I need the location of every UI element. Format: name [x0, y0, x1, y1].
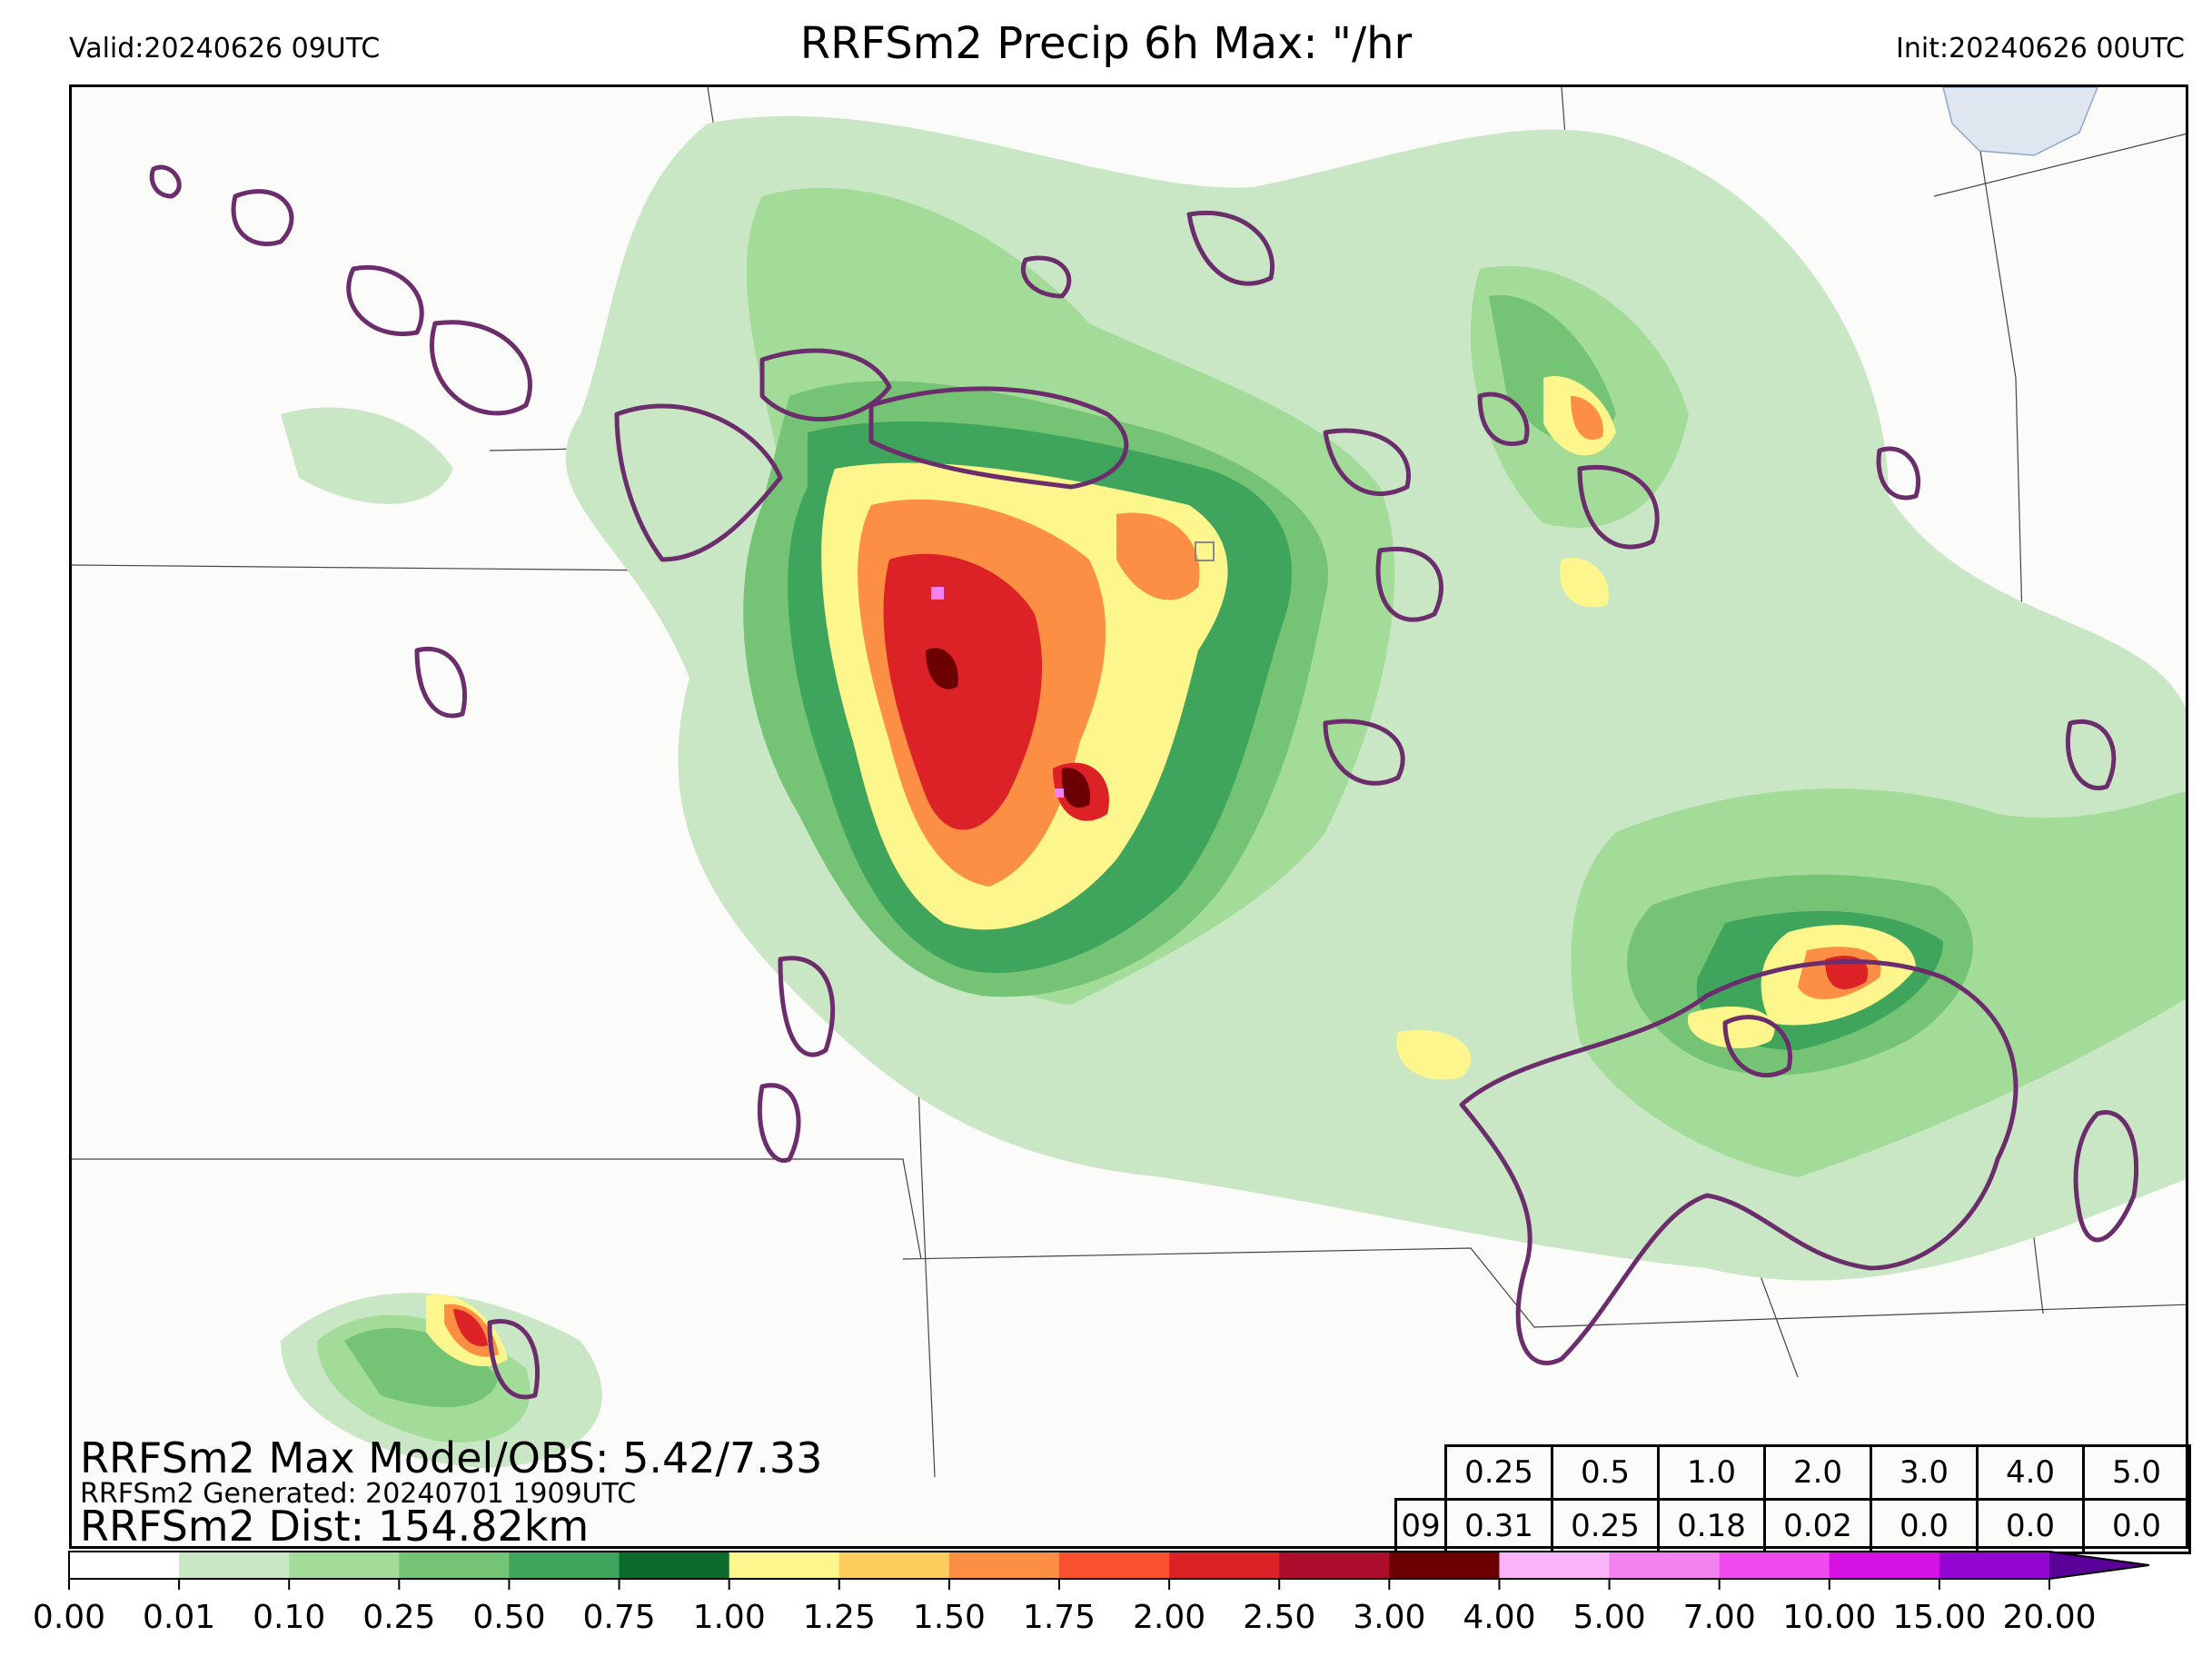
threshold-cell: 0.5: [1551, 1444, 1660, 1501]
colorbar-tick-label: 1.25: [802, 1599, 876, 1636]
obs-contours: [149, 164, 2139, 1400]
colorbar-tick-label: 7.00: [1682, 1599, 1756, 1636]
precip-pink-max: [931, 587, 1064, 798]
score-cell: 0.25: [1551, 1498, 1660, 1554]
score-cell: 0.0: [1870, 1498, 1979, 1554]
colorbar-swatch: [1389, 1552, 1500, 1579]
generated-stat: RRFSm2 Generated: 20240701 1909UTC: [80, 1478, 637, 1510]
precip-dark-red: [926, 648, 1090, 808]
score-cell: 0.18: [1657, 1498, 1766, 1554]
colorbar-tick-label: 4.00: [1463, 1599, 1536, 1636]
distance-stat: RRFSm2 Dist: 154.82km: [80, 1502, 590, 1551]
colorbar-tick-label: 20.00: [2002, 1599, 2097, 1636]
colorbar-tick-label: 1.75: [1022, 1599, 1096, 1636]
threshold-cell: 3.0: [1870, 1444, 1979, 1501]
colorbar: [68, 1551, 2160, 1590]
colorbar-tick-label: 5.00: [1572, 1599, 1646, 1636]
colorbar-tick-label: 10.00: [1782, 1599, 1877, 1636]
score-cell: 0.02: [1763, 1498, 1872, 1554]
score-table-corner: [1396, 1446, 1446, 1500]
colorbar-swatch: [1059, 1552, 1170, 1579]
score-cell: 0.31: [1444, 1498, 1553, 1554]
score-cell: 0.0: [2082, 1498, 2191, 1554]
colorbar-tick-label: 2.50: [1243, 1599, 1316, 1636]
colorbar-swatch: [1169, 1552, 1280, 1579]
colorbar-tick-label: 2.00: [1133, 1599, 1206, 1636]
colorbar-outline: [68, 1551, 2150, 1580]
colorbar-tick-label: 0.50: [472, 1599, 546, 1636]
colorbar-extend-arrow: [2049, 1552, 2149, 1579]
colorbar-tick-label: 0.00: [32, 1599, 106, 1636]
lake-shape: [1942, 87, 2098, 156]
threshold-cell: 0.25: [1444, 1444, 1553, 1501]
colorbar-swatch: [948, 1552, 1060, 1579]
valid-time-label: Valid:20240626 09UTC: [69, 33, 381, 64]
colorbar-tick-label: 15.00: [1892, 1599, 1987, 1636]
colorbar-tick-label: 0.10: [253, 1599, 326, 1636]
colorbar-swatch: [69, 1552, 180, 1579]
threshold-cell: 5.0: [2082, 1444, 2191, 1501]
map-canvas: [72, 87, 2186, 1478]
colorbar-swatch: [1609, 1552, 1721, 1579]
colorbar-swatch: [1279, 1552, 1390, 1579]
colorbar-swatch: [1719, 1552, 1830, 1579]
colorbar-swatch: [179, 1552, 290, 1579]
init-time-label: Init:20240626 00UTC: [1896, 33, 2185, 64]
precip-map[interactable]: [69, 84, 2188, 1549]
colorbar-tick-label: 0.75: [582, 1599, 656, 1636]
score-table: 0.25 0.5 1.0 2.0 3.0 4.0 5.0 09 0.31 0.2…: [1394, 1444, 2191, 1554]
row-label-cell: 09: [1394, 1498, 1447, 1554]
colorbar-swatch: [1939, 1552, 2050, 1579]
colorbar-swatch: [289, 1552, 400, 1579]
colorbar-tick-label: 3.00: [1353, 1599, 1426, 1636]
max-model-obs-stat: RRFSm2 Max Model/OBS: 5.42/7.33: [80, 1433, 823, 1483]
colorbar-tick-label: 1.50: [912, 1599, 986, 1636]
colorbar-swatch: [1829, 1552, 1940, 1579]
page-title: RRFSm2 Precip 6h Max: "/hr: [799, 18, 1413, 69]
score-cell: 0.0: [1976, 1498, 2085, 1554]
threshold-cell: 1.0: [1657, 1444, 1766, 1501]
colorbar-swatches: [68, 1551, 2150, 1590]
colorbar-swatch: [509, 1552, 620, 1579]
colorbar-tick-label: 1.00: [692, 1599, 766, 1636]
colorbar-swatch: [729, 1552, 840, 1579]
threshold-cell: 2.0: [1763, 1444, 1872, 1501]
threshold-cell: 4.0: [1976, 1444, 2085, 1501]
station-marker[interactable]: [1195, 541, 1215, 561]
colorbar-swatch: [399, 1552, 510, 1579]
colorbar-swatch: [619, 1552, 730, 1579]
colorbar-swatch: [838, 1552, 950, 1579]
colorbar-tick-label: 0.25: [362, 1599, 436, 1636]
score-table-row: 09 0.31 0.25 0.18 0.02 0.0 0.0 0.0: [1394, 1498, 2191, 1554]
colorbar-tick-label: 0.01: [143, 1599, 216, 1636]
colorbar-swatch: [1499, 1552, 1611, 1579]
score-table-header-row: 0.25 0.5 1.0 2.0 3.0 4.0 5.0: [1396, 1444, 2191, 1501]
